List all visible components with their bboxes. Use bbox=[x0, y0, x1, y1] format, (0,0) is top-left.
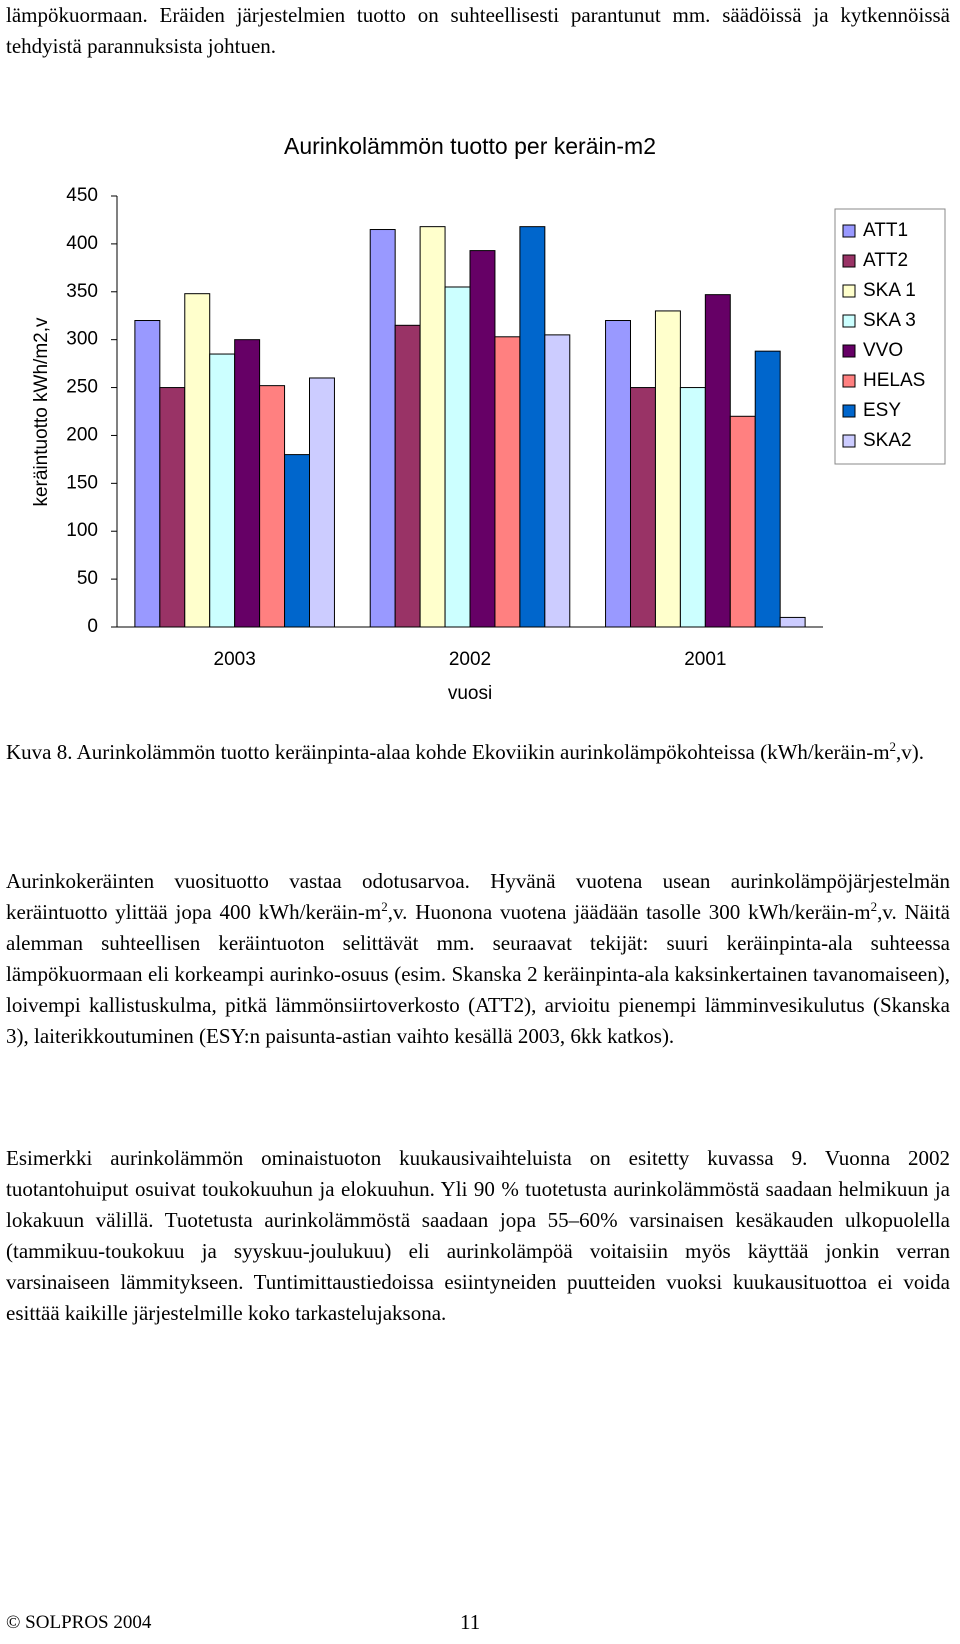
text-run: Aurinkokeräinten vuosituotto vastaa odot… bbox=[6, 869, 950, 924]
text-run: ,v). bbox=[896, 740, 925, 764]
y-tick-label: 400 bbox=[66, 233, 98, 254]
legend-label: SKA2 bbox=[863, 430, 912, 451]
text-run: Esimerkki aurinkolämmön ominaistuoton ku… bbox=[6, 1146, 950, 1325]
bar bbox=[469, 250, 496, 628]
bar bbox=[629, 387, 656, 628]
legend-swatch bbox=[842, 314, 856, 328]
legend-swatch bbox=[842, 254, 856, 268]
legend-label: SKA 1 bbox=[863, 280, 916, 301]
bar bbox=[494, 336, 521, 628]
bar bbox=[654, 310, 681, 628]
y-tick-label: 250 bbox=[66, 377, 98, 398]
text-run: ,v. Huonona vuotena jäädään tasolle 300 … bbox=[387, 900, 871, 924]
bar bbox=[259, 385, 286, 628]
figure-caption: Kuva 8. Aurinkolämmön tuotto keräinpinta… bbox=[6, 737, 950, 768]
legend-box bbox=[834, 208, 946, 465]
bar bbox=[605, 320, 631, 628]
superscript: 2 bbox=[889, 739, 897, 754]
y-tick-label: 200 bbox=[66, 424, 98, 445]
bar bbox=[779, 616, 806, 628]
legend-label: SKA 3 bbox=[863, 310, 916, 331]
bar bbox=[519, 226, 546, 628]
legend-label: HELAS bbox=[863, 370, 925, 391]
bar bbox=[679, 387, 706, 628]
bar bbox=[184, 293, 211, 628]
legend-swatch bbox=[842, 374, 856, 388]
text-run: Kuva 8. Aurinkolämmön tuotto keräinpinta… bbox=[6, 740, 890, 764]
page-number: 11 bbox=[460, 1610, 481, 1634]
intro-paragraph: lämpökuormaan. Eräiden järjestelmien tuo… bbox=[6, 0, 950, 62]
legend-label: ESY bbox=[863, 400, 901, 421]
footer-left: © SOLPROS 2004 bbox=[6, 1612, 152, 1633]
legend-swatch bbox=[842, 404, 856, 418]
bar bbox=[284, 454, 311, 628]
text-run: lämpökuormaan. Eräiden järjestelmien tuo… bbox=[6, 3, 950, 58]
bar bbox=[729, 415, 756, 628]
text-run: ,v. Näitä alemman suhteellisen keräintuo… bbox=[6, 900, 950, 1048]
y-tick-label: 350 bbox=[66, 281, 98, 302]
y-tick-label: 300 bbox=[66, 329, 98, 350]
x-tick-label: 2001 bbox=[684, 649, 726, 670]
bar bbox=[134, 320, 161, 628]
y-tick-label: 150 bbox=[66, 472, 98, 493]
bar bbox=[704, 294, 731, 628]
legend-swatch bbox=[842, 344, 856, 358]
bar bbox=[159, 387, 186, 628]
legend-swatch bbox=[842, 224, 856, 238]
bar bbox=[309, 377, 335, 628]
y-tick-label: 0 bbox=[87, 616, 98, 637]
chart: Aurinkolämmön tuotto per keräin-m2 keräi… bbox=[31, 133, 946, 704]
body-paragraph: Aurinkokeräinten vuosituotto vastaa odot… bbox=[6, 866, 950, 1052]
y-axis-label: keräintuotto kWh/m2,v bbox=[31, 317, 52, 507]
bar bbox=[419, 226, 446, 628]
bar bbox=[394, 324, 421, 628]
y-tick-label: 450 bbox=[66, 185, 98, 206]
x-tick-label: 2003 bbox=[214, 649, 256, 670]
bar bbox=[754, 350, 781, 628]
legend-swatch bbox=[842, 434, 856, 448]
x-axis-label: vuosi bbox=[448, 683, 492, 704]
bar bbox=[209, 353, 236, 628]
legend-swatch bbox=[842, 284, 856, 298]
legend-label: ATT2 bbox=[863, 250, 908, 271]
legend-label: VVO bbox=[863, 340, 903, 361]
bar bbox=[234, 339, 261, 628]
legend-label: ATT1 bbox=[863, 220, 908, 241]
superscript: 2 bbox=[381, 899, 388, 914]
body-paragraph: Esimerkki aurinkolämmön ominaistuoton ku… bbox=[6, 1143, 950, 1329]
bar bbox=[444, 286, 471, 628]
superscript: 2 bbox=[870, 899, 878, 914]
bar bbox=[369, 229, 396, 628]
chart-title: Aurinkolämmön tuotto per keräin-m2 bbox=[284, 133, 656, 159]
y-tick-label: 50 bbox=[77, 568, 98, 589]
x-tick-label: 2002 bbox=[449, 649, 491, 670]
bar bbox=[544, 334, 571, 628]
y-tick-label: 100 bbox=[66, 520, 98, 541]
